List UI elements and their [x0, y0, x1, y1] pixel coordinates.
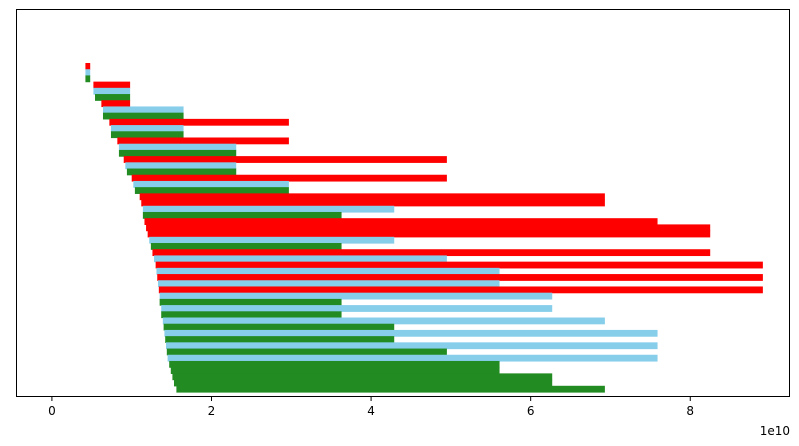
bar-red-15: [123, 156, 447, 163]
bar-skyblue-37: [159, 292, 553, 300]
x-tick-label-3: 6: [527, 404, 535, 418]
bar-green-17: [126, 168, 237, 176]
bar-red-30: [152, 249, 711, 257]
bar-skyblue-39: [161, 305, 553, 312]
x-axis: 0 2 4 6 8: [48, 397, 694, 418]
bar-skyblue-47: [167, 354, 658, 362]
x-tick-label-4: 8: [686, 404, 694, 418]
bar-skyblue-13: [118, 143, 237, 151]
bar-red-12: [117, 137, 289, 145]
bar-green-48: [169, 360, 500, 368]
bar-skyblue-35: [158, 280, 500, 288]
bar-green-49: [170, 367, 500, 374]
bar-green-2: [85, 75, 91, 83]
bar-green-29: [150, 243, 342, 250]
bar-skyblue-1: [85, 69, 91, 77]
bar-skyblue-28: [149, 236, 395, 244]
plot-frame: [16, 9, 790, 397]
bar-green-24: [142, 211, 342, 219]
bars-layer: [85, 63, 763, 393]
bar-green-51: [173, 379, 553, 387]
bar-green-11: [110, 131, 184, 139]
bar-green-52: [176, 385, 605, 393]
bar-green-14: [118, 149, 237, 157]
bar-red-22: [141, 199, 605, 207]
bar-red-6: [101, 100, 131, 108]
bar-skyblue-7: [102, 106, 184, 114]
bar-red-0: [85, 63, 91, 70]
x-tick-label-0: 0: [48, 404, 56, 418]
x-axis-offset-label: 1e10: [760, 424, 790, 438]
bar-red-26: [146, 224, 711, 232]
bar-skyblue-16: [125, 162, 237, 170]
bar-red-21: [139, 193, 605, 201]
bar-green-44: [165, 336, 395, 343]
bar-red-9: [109, 118, 289, 126]
bar-red-27: [147, 230, 711, 238]
bar-green-20: [134, 187, 289, 194]
bar-skyblue-31: [154, 255, 447, 263]
bar-red-36: [158, 286, 763, 294]
bar-green-5: [95, 94, 131, 101]
bar-skyblue-45: [166, 342, 658, 350]
bar-green-46: [166, 348, 447, 356]
bar-green-42: [163, 323, 395, 331]
bar-skyblue-19: [133, 180, 289, 188]
bar-red-25: [144, 218, 658, 225]
x-tick-label-2: 4: [367, 404, 375, 418]
bar-green-40: [161, 311, 342, 319]
x-tick-label-1: 2: [208, 404, 216, 418]
bar-green-8: [102, 112, 184, 120]
bar-skyblue-33: [156, 267, 500, 275]
bar-skyblue-43: [164, 329, 658, 337]
bar-skyblue-23: [142, 205, 395, 213]
bar-skyblue-41: [162, 317, 605, 325]
bar-skyblue-4: [93, 87, 131, 95]
bar-green-50: [172, 373, 553, 381]
bar-skyblue-10: [110, 125, 184, 132]
bar-red-32: [155, 261, 763, 269]
bar-red-18: [131, 174, 447, 182]
bar-red-34: [157, 274, 763, 281]
bar-red-3: [93, 81, 131, 89]
bar-green-38: [159, 298, 342, 306]
